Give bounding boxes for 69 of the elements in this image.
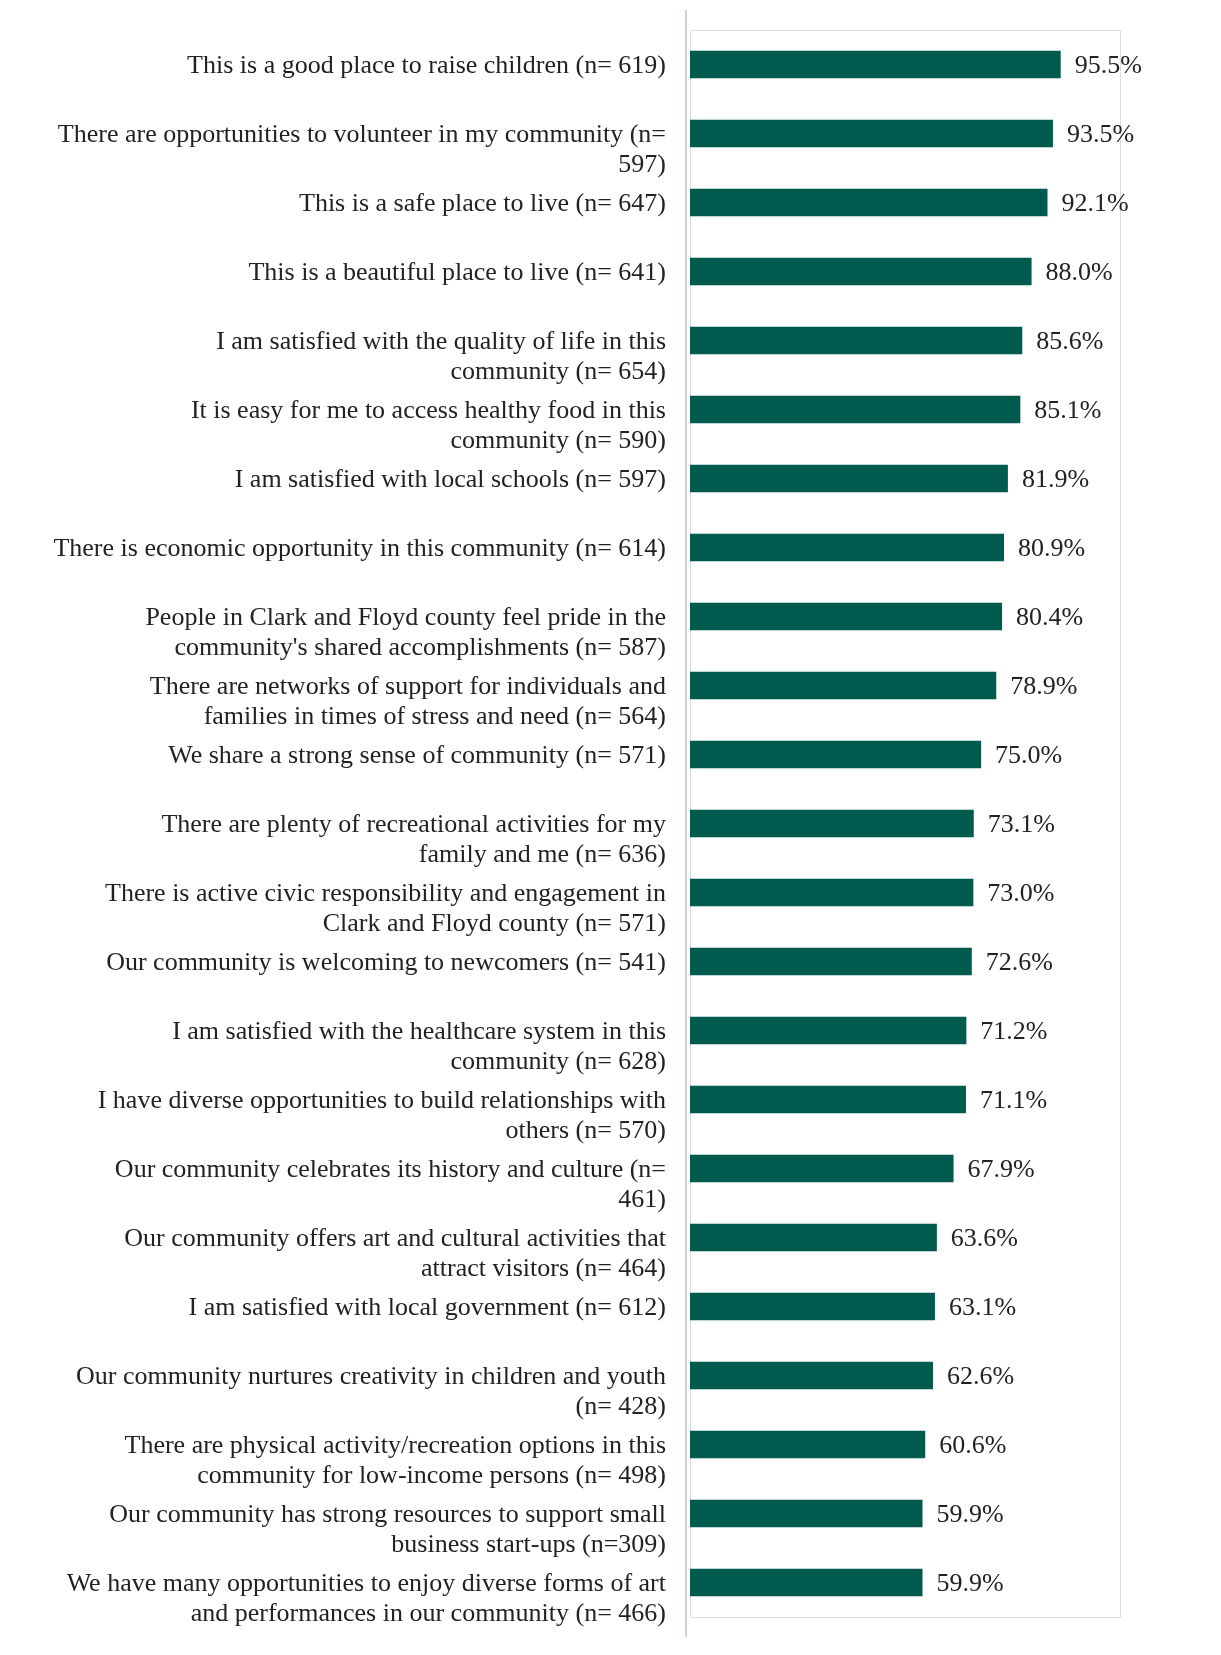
bar xyxy=(690,1085,966,1114)
data-label: 75.0% xyxy=(995,739,1063,769)
data-label: 71.1% xyxy=(979,1084,1048,1114)
data-label: 80.9% xyxy=(1018,532,1086,562)
data-label: 73.1% xyxy=(987,808,1055,838)
y-tick-label: It is easy for me to access healthy food in this community (n= 590) xyxy=(190,394,666,454)
bar xyxy=(690,671,997,700)
data-label: 73.0% xyxy=(987,877,1055,907)
data-label: 59.9% xyxy=(936,1567,1004,1597)
bar xyxy=(690,602,1003,631)
data-label: 60.6% xyxy=(939,1429,1007,1459)
bar xyxy=(690,1016,967,1045)
bar xyxy=(690,188,1048,217)
data-label: 81.9% xyxy=(1021,463,1090,493)
y-tick-label: This is a safe place to live (n= 647) xyxy=(299,187,666,217)
data-label: 59.9% xyxy=(936,1498,1004,1528)
bar xyxy=(690,1499,923,1528)
y-tick-label: I am satisfied with local government (n= 612) xyxy=(188,1291,666,1321)
data-label: 93.5% xyxy=(1066,118,1135,148)
y-tick-label: Our community nurtures creativity in children and youth (n= 428) xyxy=(76,1360,666,1420)
bar xyxy=(690,878,974,907)
y-tick-label: Our community is welcoming to newcomers (n= 541) xyxy=(106,946,666,976)
data-label: 63.1% xyxy=(948,1291,1017,1321)
bar xyxy=(690,1568,923,1597)
y-tick-label: Our community has strong resources to support small business start-ups (n=309) xyxy=(109,1498,666,1558)
y-tick-label: Our community offers art and cultural activities that attract visitors (n= 464) xyxy=(124,1222,667,1282)
y-tick-label: There are plenty of recreational activities for my family and me (n= 636) xyxy=(161,808,666,868)
data-label: 67.9% xyxy=(967,1153,1035,1183)
data-label: 85.6% xyxy=(1036,325,1104,355)
bar xyxy=(690,464,1008,493)
y-tick-label: Our community celebrates its history and culture (n= 461) xyxy=(114,1153,666,1213)
y-tick-label: We share a strong sense of community (n= 571) xyxy=(168,739,666,769)
bar xyxy=(690,1154,954,1183)
data-label: 78.9% xyxy=(1010,670,1078,700)
y-tick-label: There is active civic responsibility and engagement in Clark and Floyd county (n= 571) xyxy=(105,877,666,937)
bar xyxy=(690,740,982,769)
y-tick-label: We have many opportunities to enjoy diverse forms of art and performances in our community (n= 466) xyxy=(66,1567,667,1627)
bar xyxy=(690,1430,926,1459)
data-label: 92.1% xyxy=(1061,187,1129,217)
bar xyxy=(690,1223,937,1252)
y-tick-label: There are networks of support for individuals and families in times of stress and need (n= 564) xyxy=(149,670,666,730)
data-label: 63.6% xyxy=(950,1222,1019,1252)
y-tick-label: There are physical activity/recreation options in this community for low-income persons (n= 498) xyxy=(124,1429,666,1489)
y-tick-label: There are opportunities to volunteer in my community (n= 597) xyxy=(57,118,666,178)
bar xyxy=(690,1361,933,1390)
y-tick-label: I am satisfied with the healthcare system in this community (n= 628) xyxy=(172,1015,666,1075)
bar xyxy=(690,257,1032,286)
bar xyxy=(690,395,1021,424)
y-tick-label: This is a good place to raise children (n= 619) xyxy=(187,49,666,79)
data-label: 85.1% xyxy=(1034,394,1102,424)
data-label: 95.5% xyxy=(1074,49,1142,79)
bar xyxy=(690,326,1023,355)
y-tick-label: There is economic opportunity in this community (n= 614) xyxy=(53,532,666,562)
bar xyxy=(690,809,974,838)
bar xyxy=(690,1292,935,1321)
y-tick-label: This is a beautiful place to live (n= 641) xyxy=(248,256,666,286)
y-tick-label: I have diverse opportunities to build relationships with others (n= 570) xyxy=(97,1084,666,1144)
data-label: 72.6% xyxy=(985,946,1053,976)
bar xyxy=(690,947,972,976)
bar xyxy=(690,119,1053,148)
y-tick-label: I am satisfied with local schools (n= 597) xyxy=(234,463,666,493)
data-label: 80.4% xyxy=(1016,601,1084,631)
data-label: 88.0% xyxy=(1045,256,1113,286)
bar xyxy=(690,50,1061,79)
y-tick-label: I am satisfied with the quality of life in this community (n= 654) xyxy=(216,325,666,385)
data-label: 62.6% xyxy=(946,1360,1015,1390)
data-label: 71.2% xyxy=(980,1015,1048,1045)
y-tick-label: People in Clark and Floyd county feel pride in the community's shared accomplishments (n= 587) xyxy=(145,601,666,661)
bar xyxy=(690,533,1005,562)
